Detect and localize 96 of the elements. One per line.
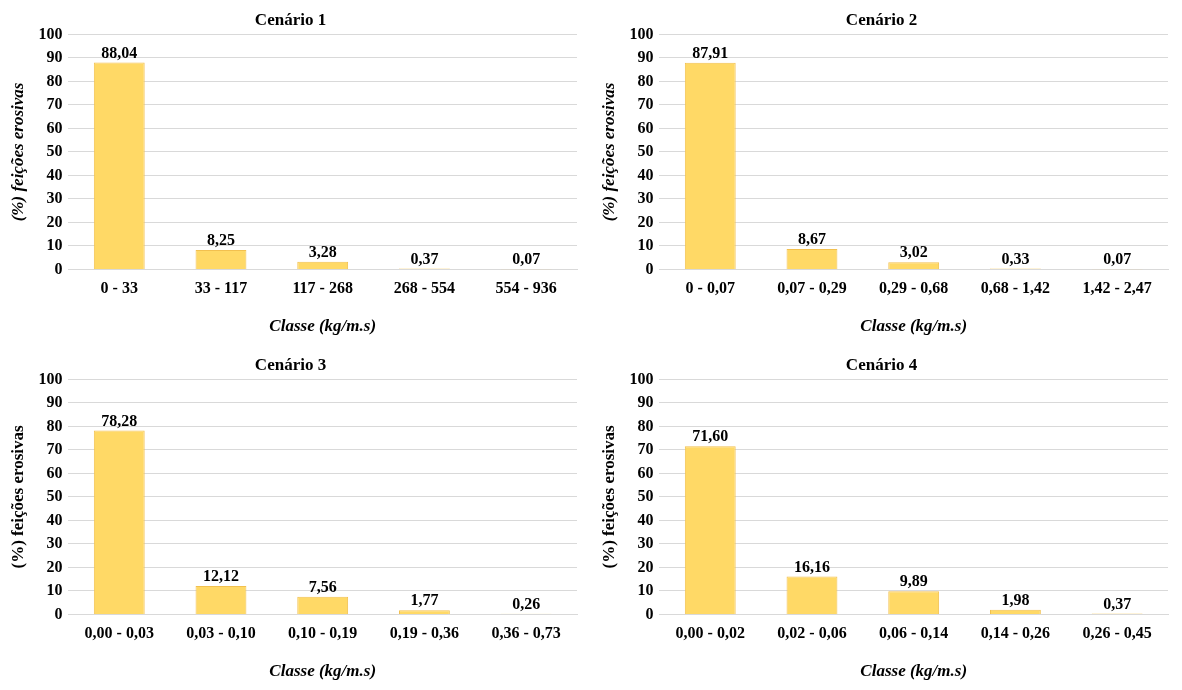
x-tick-label: 0,68 - 1,42 (980, 279, 1051, 297)
y-tick-label: 10 (46, 236, 63, 254)
x-tick-label: 0,26 - 0,45 (1082, 624, 1152, 642)
x-tick-label: 0,00 - 0,02 (675, 624, 745, 642)
data-label: 71,60 (692, 427, 729, 445)
y-tick-label: 70 (637, 95, 654, 113)
chart-title: Cenário 2 (845, 9, 918, 29)
y-axis-title: (%) feições erosivas (598, 82, 618, 222)
y-tick-label: 10 (637, 581, 654, 599)
x-axis-title: Classe (kg/m.s) (269, 661, 377, 681)
y-tick-label: 10 (637, 236, 654, 254)
x-tick-label: 554 - 936 (495, 279, 557, 297)
data-label: 0,33 (1001, 249, 1030, 267)
data-label: 1,77 (410, 591, 439, 609)
data-label: 87,91 (692, 43, 729, 61)
x-tick-label: 268 - 554 (393, 279, 456, 297)
y-tick-label: 60 (637, 118, 654, 136)
data-label: 8,67 (797, 230, 826, 248)
y-tick-label: 30 (637, 534, 654, 552)
y-tick-label: 90 (637, 48, 654, 66)
data-label: 3,28 (308, 242, 337, 260)
x-axis-title: Classe (kg/m.s) (860, 316, 968, 336)
x-tick-label: 0,10 - 0,19 (288, 624, 358, 642)
x-tick-label: 0,14 - 0,26 (980, 624, 1051, 642)
data-label: 0,07 (1103, 250, 1132, 268)
y-tick-label: 80 (46, 416, 63, 434)
y-tick-label: 10 (46, 581, 63, 599)
x-tick-label: 0,36 - 0,73 (491, 624, 561, 642)
y-tick-label: 60 (46, 463, 63, 481)
y-tick-label: 80 (46, 71, 63, 89)
y-tick-label: 100 (629, 369, 654, 387)
y-tick-label: 90 (46, 48, 63, 66)
y-tick-label: 100 (38, 24, 63, 42)
data-label: 12,12 (202, 567, 239, 585)
y-tick-label: 50 (46, 142, 63, 160)
y-tick-label: 0 (645, 259, 654, 277)
data-label: 3,02 (899, 243, 928, 261)
y-tick-label: 60 (46, 118, 63, 136)
y-tick-label: 40 (46, 510, 63, 528)
x-tick-label: 1,42 - 2,47 (1082, 279, 1152, 297)
y-tick-label: 30 (46, 189, 63, 207)
y-axis-title: (%) feições erosivas (7, 82, 27, 222)
x-tick-label: 0 - 0,07 (685, 279, 735, 297)
x-tick-label: 117 - 268 (292, 279, 353, 297)
y-tick-label: 50 (46, 487, 63, 505)
y-tick-label: 0 (54, 259, 63, 277)
x-tick-label: 0,02 - 0,06 (777, 624, 847, 642)
y-tick-label: 30 (46, 534, 63, 552)
y-tick-label: 100 (38, 369, 63, 387)
data-label: 0,26 (512, 594, 541, 612)
y-tick-label: 60 (637, 463, 654, 481)
y-tick-label: 80 (637, 71, 654, 89)
x-axis-title: Classe (kg/m.s) (269, 316, 377, 336)
y-tick-label: 70 (637, 440, 654, 458)
y-tick-label: 70 (46, 95, 63, 113)
x-tick-label: 0,19 - 0,36 (389, 624, 460, 642)
data-label: 78,28 (101, 411, 138, 429)
chart-title: Cenário 3 (254, 354, 327, 374)
y-tick-label: 20 (637, 212, 654, 230)
data-label: 0,37 (410, 249, 439, 267)
y-axis-title: (%) feições erosivas (7, 424, 27, 569)
y-tick-label: 40 (46, 165, 63, 183)
x-tick-label: 0,06 - 0,14 (879, 624, 949, 642)
data-label: 1,98 (1001, 590, 1030, 608)
y-tick-label: 40 (637, 165, 654, 183)
y-tick-label: 50 (637, 487, 654, 505)
y-tick-label: 20 (637, 557, 654, 575)
x-tick-label: 0,07 - 0,29 (777, 279, 847, 297)
y-tick-label: 50 (637, 142, 654, 160)
y-tick-label: 20 (46, 557, 63, 575)
data-label: 9,89 (899, 572, 928, 590)
y-axis-title: (%) feições erosivas (598, 424, 618, 569)
y-tick-label: 100 (629, 24, 654, 42)
y-tick-label: 90 (46, 393, 63, 411)
data-label: 88,04 (101, 43, 138, 61)
data-label: 16,16 (793, 557, 830, 575)
x-tick-label: 0 - 33 (100, 279, 138, 297)
x-tick-label: 0,03 - 0,10 (186, 624, 256, 642)
chart-title: Cenário 1 (254, 9, 327, 29)
y-tick-label: 40 (637, 510, 654, 528)
x-tick-label: 33 - 117 (194, 279, 248, 297)
data-label: 0,37 (1103, 594, 1132, 612)
data-label: 7,56 (308, 577, 337, 595)
x-tick-label: 0,00 - 0,03 (84, 624, 154, 642)
data-label: 8,25 (206, 231, 235, 249)
y-tick-label: 0 (54, 604, 63, 622)
data-label: 0,07 (512, 250, 541, 268)
y-tick-label: 0 (645, 604, 654, 622)
y-tick-label: 80 (637, 416, 654, 434)
chart-title: Cenário 4 (845, 354, 918, 374)
y-tick-label: 30 (637, 189, 654, 207)
y-tick-label: 70 (46, 440, 63, 458)
y-tick-label: 20 (46, 212, 63, 230)
x-tick-label: 0,29 - 0,68 (879, 279, 949, 297)
y-tick-label: 90 (637, 393, 654, 411)
x-axis-title: Classe (kg/m.s) (860, 661, 968, 681)
